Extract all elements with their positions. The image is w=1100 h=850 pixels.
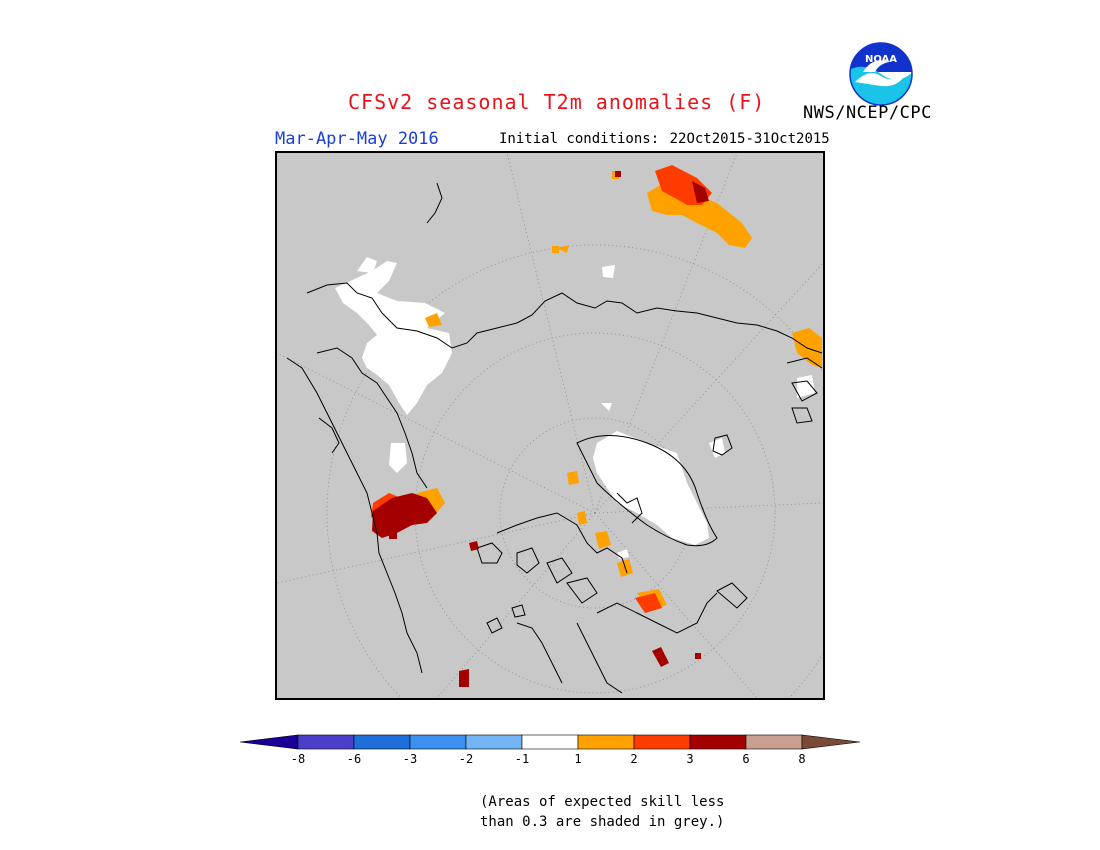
legend-tick-label: 8 — [798, 752, 806, 766]
legend-tick-label: -6 — [346, 752, 362, 766]
legend-tick-label: -8 — [290, 752, 306, 766]
legend-swatch — [577, 734, 635, 750]
initial-conditions: Initial conditions: 22Oct2015-31Oct2015 — [497, 131, 830, 147]
initial-conditions-value: 22Oct2015-31Oct2015 — [669, 131, 830, 147]
near-normal-areas — [335, 257, 815, 559]
warm-3-6-areas — [372, 171, 709, 687]
legend-swatch — [633, 734, 691, 750]
legend-swatch — [297, 734, 355, 750]
agency-label: NWS/NCEP/CPC — [803, 103, 932, 123]
footnote-line-2: than 0.3 are shaded in grey.) — [480, 814, 725, 830]
legend-tick-label: -1 — [514, 752, 530, 766]
legend-tick-label: -2 — [458, 752, 474, 766]
noaa-logo: NOAA — [849, 42, 913, 106]
season-label: Mar-Apr-May 2016 — [275, 129, 439, 149]
legend-swatch — [745, 734, 803, 750]
legend-swatch — [353, 734, 411, 750]
chart-title: CFSv2 seasonal T2m anomalies (F) — [348, 90, 766, 114]
legend-swatch — [521, 734, 579, 750]
legend-tick-label: 2 — [630, 752, 638, 766]
color-legend — [238, 732, 863, 772]
initial-conditions-label: Initial conditions: — [499, 131, 660, 147]
legend-swatch-low-arrow — [239, 734, 299, 750]
svg-text:NOAA: NOAA — [865, 54, 897, 65]
legend-swatch — [689, 734, 747, 750]
legend-swatch — [465, 734, 523, 750]
legend-bar — [239, 734, 861, 750]
polar-map — [277, 153, 823, 698]
legend-tick-label: 3 — [686, 752, 694, 766]
coastlines — [286, 182, 823, 694]
legend-tick-label: 1 — [574, 752, 582, 766]
legend-tick-label: -3 — [402, 752, 418, 766]
legend-swatch — [409, 734, 467, 750]
legend-swatch-high-arrow — [801, 734, 861, 750]
map-panel — [275, 151, 825, 700]
skill-footnote: (Areas of expected skill less than 0.3 a… — [480, 792, 724, 832]
legend-tick-label: 6 — [742, 752, 750, 766]
footnote-line-1: (Areas of expected skill less — [480, 794, 725, 810]
